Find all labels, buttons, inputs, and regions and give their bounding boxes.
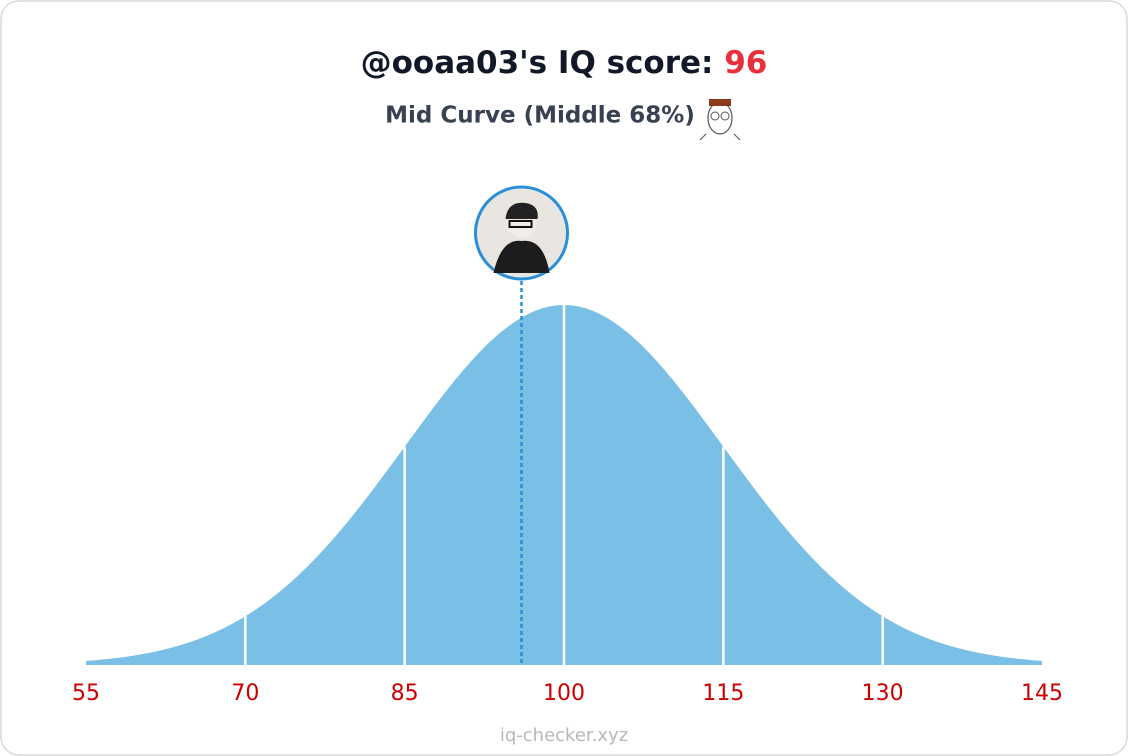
chart-subtitle: Mid Curve (Middle 68%) — [385, 103, 695, 129]
avatar-body — [493, 240, 550, 273]
chart-title: @ooaa03's IQ score: 96 — [361, 45, 768, 81]
avatar-glasses — [508, 220, 533, 228]
x-tick-label: 115 — [702, 681, 744, 706]
x-tick-label: 55 — [72, 681, 100, 706]
avatar-hair — [505, 202, 538, 219]
title-text: @ooaa03's IQ score: — [361, 45, 714, 81]
source: iq-checker.xyz — [500, 725, 628, 746]
x-tick-label: 145 — [1021, 681, 1063, 706]
x-tick-label: 70 — [231, 681, 259, 706]
score: 96 — [724, 45, 767, 81]
x-tick-label: 130 — [862, 681, 904, 706]
x-tick-label: 100 — [543, 681, 585, 706]
avatar — [474, 185, 570, 281]
meme-face — [699, 99, 741, 141]
x-tick-label: 85 — [391, 681, 419, 706]
